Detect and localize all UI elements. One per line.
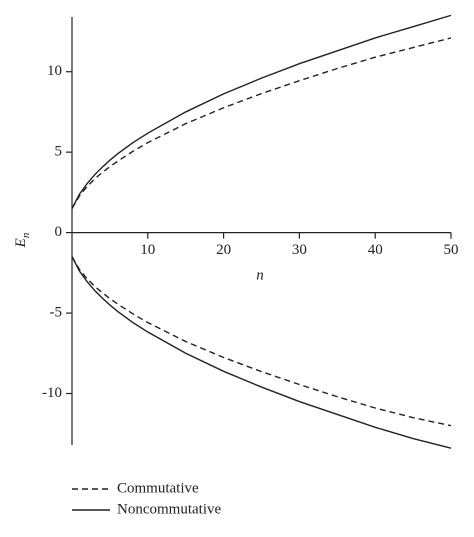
series-line [71, 14, 452, 209]
series-line [71, 256, 452, 427]
y-tick-label: 10 [47, 63, 62, 79]
y-axis-label: En [13, 232, 31, 248]
y-axis-label-main: E [13, 238, 29, 248]
y-tick-label: 0 [55, 224, 63, 240]
x-tick-label: 20 [216, 242, 231, 258]
series-line [71, 37, 452, 209]
legend-label: Noncommutative [117, 501, 221, 517]
x-tick-label: 50 [444, 242, 459, 258]
x-tick-label: 40 [368, 242, 383, 258]
y-tick-label: -10 [42, 385, 62, 401]
y-tick-label: -5 [50, 304, 63, 320]
y-tick-label: 5 [55, 144, 63, 160]
x-tick-label: 30 [292, 242, 307, 258]
x-axis-label: n [256, 267, 264, 283]
series-line [71, 256, 452, 449]
y-axis-label-sub: n [20, 232, 32, 238]
legend-label: Commutative [117, 480, 199, 496]
x-tick-label: 10 [140, 242, 155, 258]
